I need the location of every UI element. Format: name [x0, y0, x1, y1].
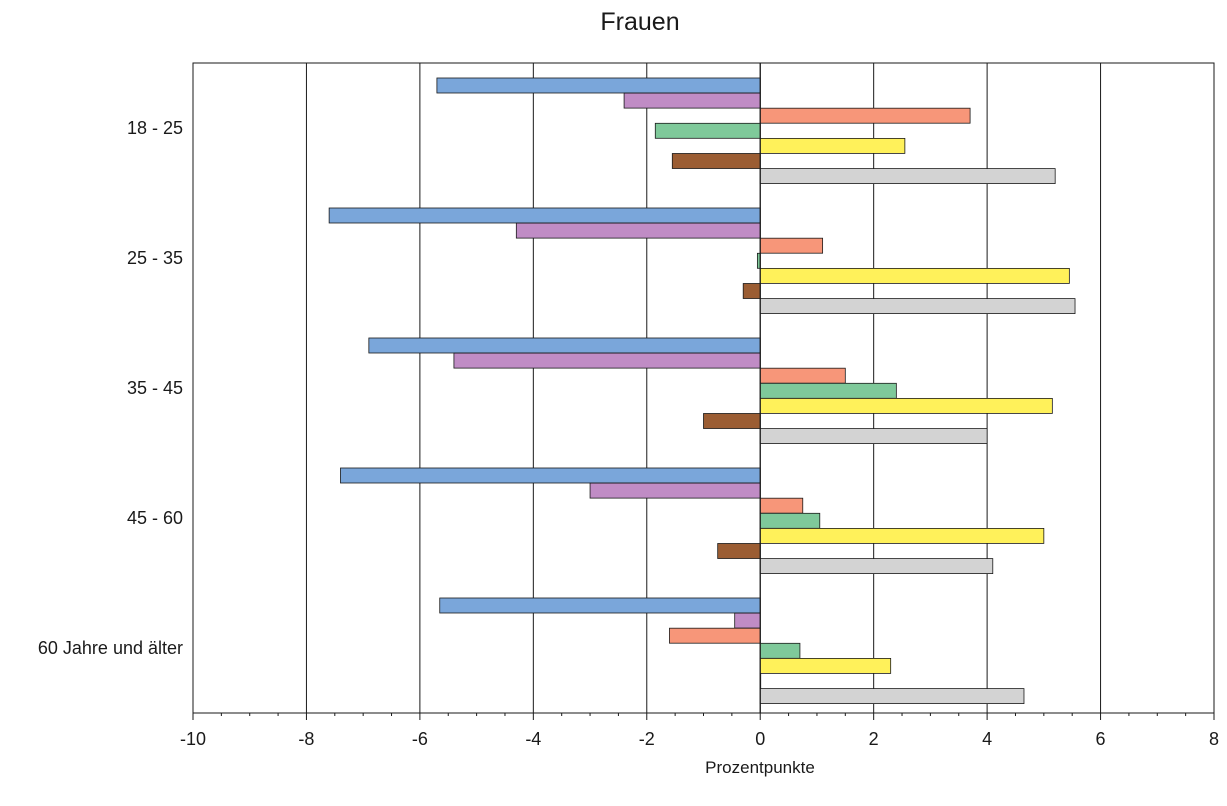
- bars: [328, 63, 1076, 713]
- bar: [703, 413, 761, 429]
- bar: [759, 107, 971, 124]
- bar: [759, 688, 1025, 704]
- category-label: 45 - 60: [127, 508, 183, 528]
- bar: [654, 122, 761, 139]
- bar: [671, 153, 761, 169]
- bar: [453, 352, 761, 369]
- bar: [734, 612, 761, 629]
- category-label: 18 - 25: [127, 118, 183, 138]
- bar: [515, 222, 761, 239]
- bar: [368, 337, 761, 354]
- bar: [759, 168, 1056, 185]
- x-axis-ticks: -10 -8 -6 -4 -2 0 2 4 6 8: [180, 713, 1219, 749]
- bar: [759, 428, 988, 445]
- category-labels: 18 - 25 25 - 35 35 - 45 45 - 60 60 Jahre und…: [38, 118, 183, 658]
- bar: [340, 467, 761, 484]
- x-tick-label: -2: [639, 729, 655, 749]
- x-tick-label: -4: [525, 729, 541, 749]
- bar: [759, 528, 1045, 544]
- x-tick-label: 8: [1209, 729, 1219, 749]
- bar: [623, 92, 761, 109]
- bar: [669, 627, 761, 644]
- bar: [759, 367, 846, 384]
- bar: [759, 497, 804, 514]
- category-label: 60 Jahre und älter: [38, 638, 183, 658]
- bar: [759, 237, 824, 254]
- bar: [759, 137, 906, 154]
- x-tick-label: 2: [869, 729, 879, 749]
- bar: [328, 207, 761, 224]
- x-tick-label: 4: [982, 729, 992, 749]
- bar: [759, 267, 1070, 284]
- bar: [759, 642, 801, 659]
- x-tick-label: -10: [180, 729, 206, 749]
- bar: [759, 658, 892, 674]
- bar: [759, 382, 897, 399]
- bar: [439, 597, 761, 614]
- bar: [759, 558, 994, 574]
- x-tick-label: 0: [755, 729, 765, 749]
- chart-title: Frauen: [600, 8, 679, 36]
- x-axis-label: Prozentpunkte: [705, 758, 815, 777]
- category-label: 25 - 35: [127, 248, 183, 268]
- bar: [759, 512, 821, 529]
- bar: [717, 543, 761, 559]
- category-label: 35 - 45: [127, 378, 183, 398]
- bar: [759, 397, 1053, 414]
- bar: [589, 482, 761, 499]
- bar: [742, 283, 761, 299]
- x-tick-label: 6: [1096, 729, 1106, 749]
- bar: [436, 77, 761, 94]
- x-tick-label: -6: [412, 729, 428, 749]
- x-tick-label: -8: [298, 729, 314, 749]
- bar: [759, 298, 1076, 315]
